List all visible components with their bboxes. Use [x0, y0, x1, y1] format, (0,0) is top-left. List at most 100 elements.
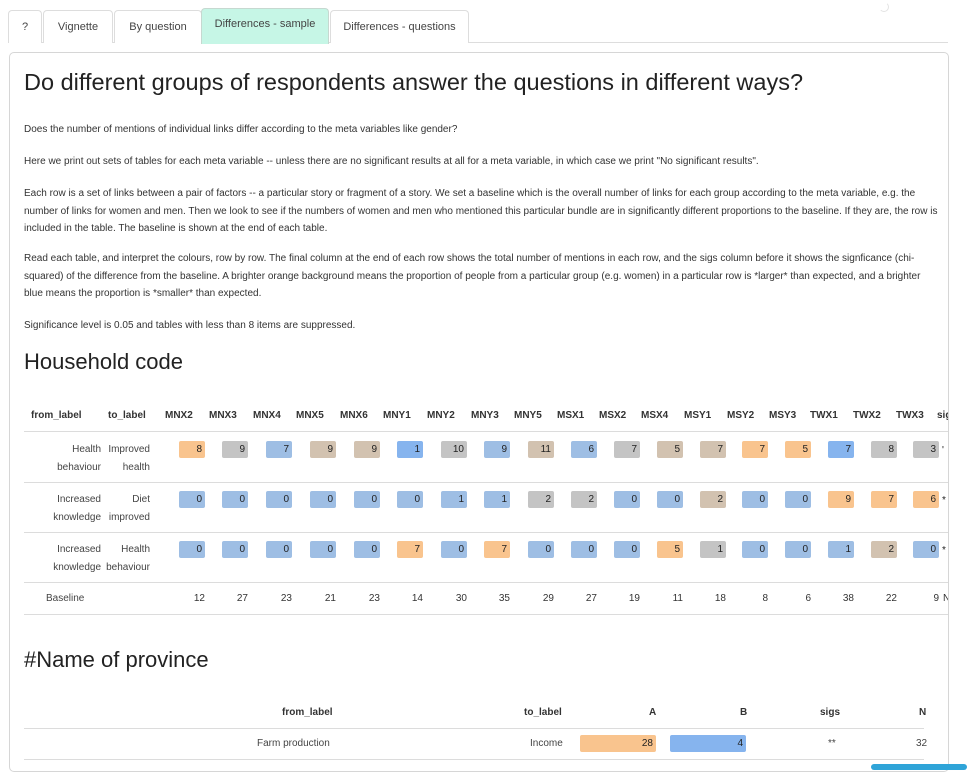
tab-3[interactable]: Differences - sample [201, 8, 329, 44]
header-sigs: sigs [820, 707, 841, 718]
value-cell-msx2: 7 [614, 441, 640, 458]
value-cell-twx1: 7 [828, 441, 854, 458]
table-row: Increased knowledge Health behaviour 0 0 0 0 0 7 0… [24, 533, 948, 583]
value-cell-msy3: 0 [785, 491, 811, 508]
value-cell-mnx2: 8 [179, 441, 205, 458]
baseline-value: 23 [280, 593, 292, 604]
tab-1[interactable]: Vignette [43, 10, 113, 43]
loading-spinner-icon [879, 2, 889, 12]
from-label-line: Increased [57, 544, 101, 555]
baseline-value: 35 [498, 593, 510, 604]
value-cell-mnx6: 9 [354, 441, 380, 458]
baseline-value: 8 [762, 593, 768, 604]
to-label-line: Health [121, 544, 150, 555]
value-cell-msy1: 2 [700, 491, 726, 508]
value-cell-mnx5: 0 [310, 541, 336, 558]
header-mnx5: MNX5 [296, 410, 324, 421]
value-cell-msx1: 6 [571, 441, 597, 458]
value-cell-mny2: 10 [441, 441, 467, 458]
value-cell-msx2: 0 [614, 491, 640, 508]
header-mnx6: MNX6 [340, 410, 368, 421]
header-mny2: MNY2 [427, 410, 455, 421]
header-mnx4: MNX4 [253, 410, 281, 421]
n-cell: 32 [916, 738, 928, 749]
value-cell-msx1: 0 [571, 541, 597, 558]
header-twx2: TWX2 [853, 410, 881, 421]
header-mnx3: MNX3 [209, 410, 237, 421]
header-b: B [740, 707, 748, 718]
household-table-header: from_label to_label MNX2 MNX3 MNX4 MNX5 MNX6 MN… [24, 398, 948, 432]
value-cell-mny2: 0 [441, 541, 467, 558]
scroll-indicator[interactable] [871, 764, 967, 770]
value-cell-twx3: 6 [913, 491, 939, 508]
from-label-line: Health [72, 444, 101, 455]
intro-paragraph-4: Read each table, and interpret the colou… [24, 253, 921, 299]
value-cell-msx4: 0 [657, 491, 683, 508]
from-label-line: behaviour [57, 462, 101, 473]
tab-4[interactable]: Differences - questions [330, 10, 469, 43]
page-title: Do different groups of respondents answe… [24, 69, 804, 95]
header-twx3: TWX3 [896, 410, 924, 421]
header-msx1: MSX1 [557, 410, 585, 421]
header-msy2: MSY2 [727, 410, 755, 421]
baseline-value: 18 [714, 593, 726, 604]
value-cell-mny3: 7 [484, 541, 510, 558]
header-msx4: MSX4 [641, 410, 669, 421]
header-mny3: MNY3 [471, 410, 499, 421]
value-cell-mny3: 9 [484, 441, 510, 458]
value-cell-msy2: 7 [742, 441, 768, 458]
value-cell-mny5: 2 [528, 491, 554, 508]
value-cell-msx4: 5 [657, 541, 683, 558]
main-panel: Do different groups of respondents answe… [9, 52, 949, 772]
to-label-cell: Health behaviour [104, 541, 150, 577]
baseline-value: 30 [455, 593, 467, 604]
value-cell-twx1: 1 [828, 541, 854, 558]
value-cell-mnx6: 0 [354, 491, 380, 508]
header-to-label: to_label [108, 410, 146, 421]
to-label-line: health [122, 462, 150, 473]
value-cell-msy2: 0 [742, 541, 768, 558]
baseline-label: Baseline [46, 593, 85, 604]
header-mny1: MNY1 [383, 410, 411, 421]
value-cell-mnx6: 0 [354, 541, 380, 558]
to-label-line: Improved [108, 444, 150, 455]
sig-cell: * [942, 495, 946, 506]
baseline-value: 19 [628, 593, 640, 604]
tab-0[interactable]: ? [8, 10, 42, 43]
value-cell-twx3: 3 [913, 441, 939, 458]
value-cell-msx2: 0 [614, 541, 640, 558]
value-cell-twx2: 7 [871, 491, 897, 508]
tab-2[interactable]: By question [114, 10, 202, 43]
intro-paragraph-1: Does the number of mentions of individua… [24, 124, 458, 135]
baseline-value: 12 [193, 593, 205, 604]
tab-bar: ? Vignette By question Differences - sample… [8, 8, 948, 44]
value-cell-mnx5: 0 [310, 491, 336, 508]
to-label-line: Diet [132, 494, 150, 505]
baseline-value: 27 [585, 593, 597, 604]
baseline-value: 29 [542, 593, 554, 604]
header-n: N [919, 707, 927, 718]
baseline-value: 6 [805, 593, 811, 604]
table-row: Health behaviour Improved health 8 9 7 9 9 1 10 9 11… [24, 433, 948, 483]
value-cell-twx2: 8 [871, 441, 897, 458]
from-label-line: knowledge [53, 562, 101, 573]
header-mnx2: MNX2 [165, 410, 193, 421]
value-cell-mnx3: 0 [222, 541, 248, 558]
to-label-cell: Income [530, 738, 563, 749]
header-msy3: MSY3 [769, 410, 797, 421]
header-to-label: to_label [524, 707, 562, 718]
value-cell-msy1: 1 [700, 541, 726, 558]
value-cell-mny1: 7 [397, 541, 423, 558]
value-cell-mnx3: 0 [222, 491, 248, 508]
value-cell-mny2: 1 [441, 491, 467, 508]
table-row: Farm production Income 28 4 ** 32 [24, 729, 928, 760]
value-cell-msx1: 2 [571, 491, 597, 508]
value-cell-msy3: 5 [785, 441, 811, 458]
to-label-line: improved [108, 512, 150, 523]
header-sig: sig [937, 410, 948, 421]
baseline-value: 9 [933, 593, 939, 604]
from-label-line: Increased [57, 494, 101, 505]
value-cell-mny5: 0 [528, 541, 554, 558]
value-cell-twx1: 9 [828, 491, 854, 508]
value-cell-msy1: 7 [700, 441, 726, 458]
